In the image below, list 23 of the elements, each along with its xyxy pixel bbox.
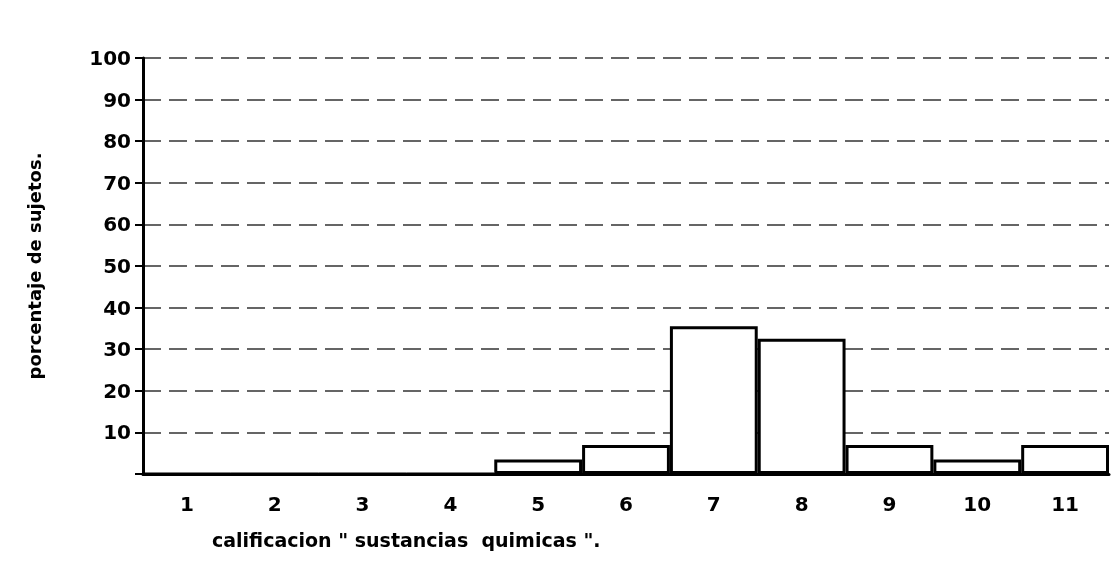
y-tick-label: 60 [103, 212, 131, 237]
y-tick-label: 80 [103, 129, 131, 154]
y-tick-label: 40 [103, 295, 131, 320]
x-tick-label: 11 [1051, 492, 1080, 516]
y-tick-label: 50 [103, 254, 131, 278]
x-axis-title: calificacion " sustancias quimicas ". [212, 528, 601, 551]
y-tick-label: 100 [89, 46, 131, 70]
x-tick-label: 3 [355, 492, 370, 516]
y-tick-label: 10 [103, 420, 131, 445]
x-tick-label: 6 [619, 492, 633, 516]
x-tick-label: 9 [882, 492, 897, 516]
x-tick-label: 10 [963, 492, 992, 516]
y-tick-label: 70 [103, 170, 131, 195]
y-tick-label: 90 [103, 87, 131, 112]
y-axis-title: porcentaje de sujetos. [23, 152, 45, 380]
x-tick-label: 8 [794, 492, 809, 516]
y-tick-label: 20 [103, 378, 131, 403]
x-tick-label: 4 [443, 492, 458, 516]
x-tick-label: 5 [531, 492, 546, 516]
x-tick-label: 7 [706, 492, 721, 516]
y-tick-label: 30 [103, 337, 131, 362]
x-tick-label: 1 [179, 492, 194, 516]
x-tick-label: 2 [267, 492, 282, 516]
